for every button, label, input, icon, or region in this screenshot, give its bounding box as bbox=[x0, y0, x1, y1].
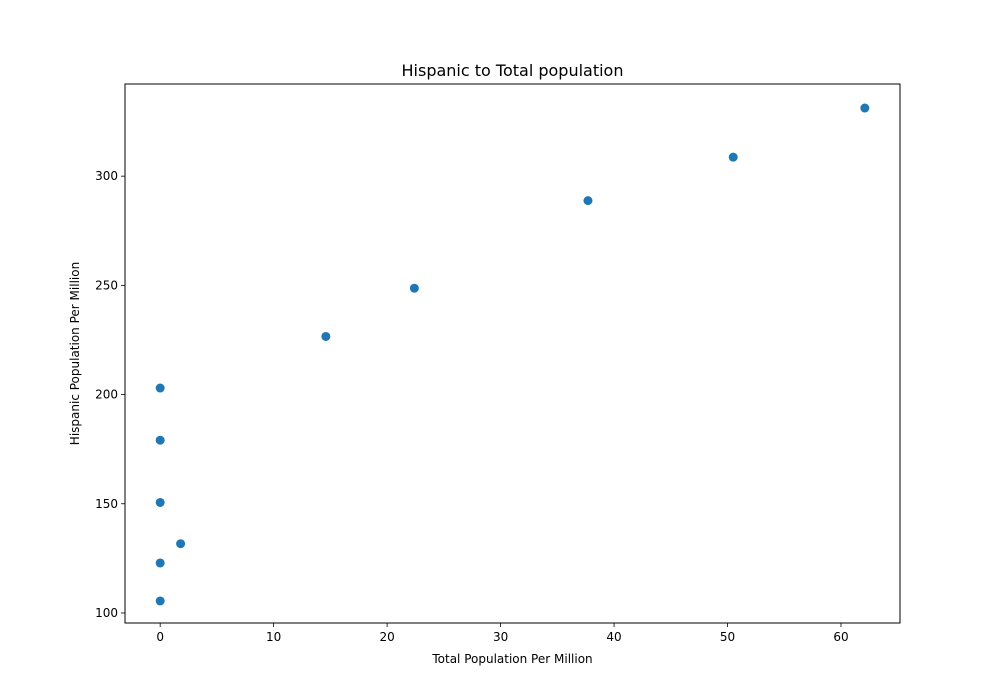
x-axis-ticks: 0 10 20 30 40 50 60 bbox=[156, 623, 849, 644]
chart-title: Hispanic to Total population bbox=[402, 61, 624, 80]
data-point bbox=[155, 497, 165, 507]
x-tick-label: 40 bbox=[606, 630, 621, 644]
x-tick-label: 30 bbox=[493, 630, 508, 644]
y-axis-ticks: 100 150 200 250 300 bbox=[95, 169, 125, 620]
data-point bbox=[860, 103, 870, 113]
data-point bbox=[321, 331, 331, 341]
y-tick-label: 150 bbox=[95, 497, 118, 511]
x-tick-label: 0 bbox=[156, 630, 164, 644]
y-tick-label: 300 bbox=[95, 169, 118, 183]
data-point bbox=[155, 558, 165, 568]
x-tick-label: 50 bbox=[720, 630, 735, 644]
data-point bbox=[155, 383, 165, 393]
data-point bbox=[409, 283, 419, 293]
x-tick-label: 10 bbox=[266, 630, 281, 644]
x-tick-label: 60 bbox=[833, 630, 848, 644]
x-axis-label: Total Population Per Million bbox=[431, 652, 592, 666]
data-point bbox=[728, 152, 738, 162]
data-point bbox=[176, 539, 186, 549]
points-layer bbox=[155, 103, 870, 606]
data-point bbox=[155, 596, 165, 606]
y-axis-label: Hispanic Population Per Million bbox=[68, 262, 82, 445]
x-tick-label: 20 bbox=[379, 630, 394, 644]
y-tick-label: 100 bbox=[95, 606, 118, 620]
y-tick-label: 200 bbox=[95, 388, 118, 402]
data-point bbox=[583, 196, 593, 206]
data-point bbox=[155, 435, 165, 445]
plot-frame bbox=[124, 83, 901, 624]
y-tick-label: 250 bbox=[95, 278, 118, 292]
